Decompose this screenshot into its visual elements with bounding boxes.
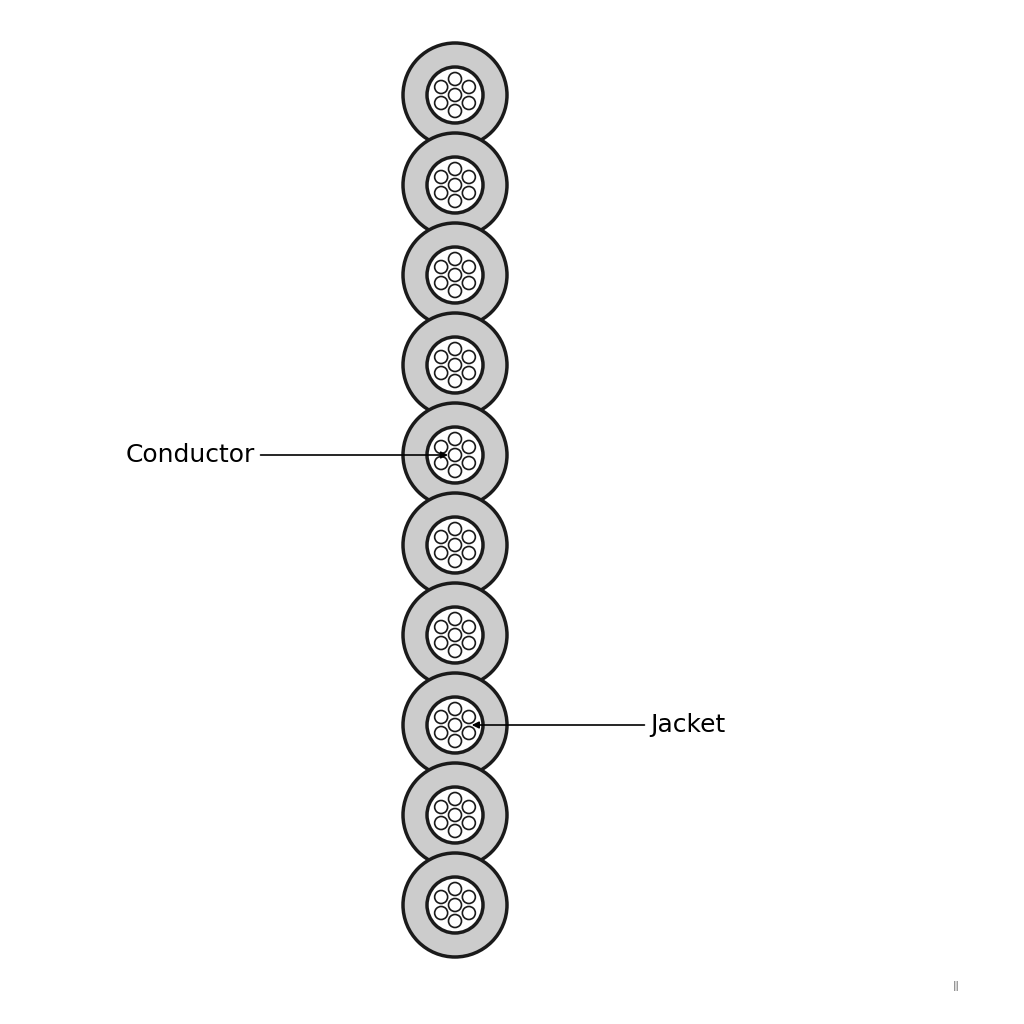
Circle shape — [449, 375, 462, 387]
Circle shape — [449, 449, 462, 462]
Circle shape — [434, 440, 447, 454]
Circle shape — [463, 801, 475, 813]
Circle shape — [434, 801, 447, 813]
Circle shape — [463, 637, 475, 649]
Circle shape — [449, 358, 462, 372]
Circle shape — [449, 432, 462, 445]
Circle shape — [434, 621, 447, 634]
Circle shape — [427, 877, 483, 933]
Text: Jacket: Jacket — [474, 713, 725, 737]
Circle shape — [434, 891, 447, 903]
Text: Conductor: Conductor — [126, 443, 446, 467]
Circle shape — [449, 734, 462, 748]
Circle shape — [434, 367, 447, 380]
Circle shape — [434, 350, 447, 364]
Circle shape — [427, 427, 483, 483]
Circle shape — [449, 629, 462, 641]
Circle shape — [449, 268, 462, 282]
Circle shape — [449, 793, 462, 806]
Circle shape — [449, 253, 462, 265]
Circle shape — [434, 171, 447, 183]
Circle shape — [427, 517, 483, 573]
Circle shape — [449, 73, 462, 85]
Circle shape — [463, 81, 475, 93]
Circle shape — [434, 96, 447, 110]
Circle shape — [449, 719, 462, 731]
Circle shape — [463, 276, 475, 290]
Circle shape — [434, 726, 447, 739]
Circle shape — [434, 260, 447, 273]
Circle shape — [449, 163, 462, 175]
Circle shape — [463, 726, 475, 739]
Circle shape — [449, 104, 462, 118]
Circle shape — [449, 644, 462, 657]
Circle shape — [434, 276, 447, 290]
Circle shape — [403, 133, 507, 237]
Circle shape — [434, 816, 447, 829]
Circle shape — [463, 621, 475, 634]
Circle shape — [463, 457, 475, 469]
Circle shape — [463, 440, 475, 454]
Circle shape — [434, 457, 447, 469]
Circle shape — [434, 711, 447, 724]
Circle shape — [427, 67, 483, 123]
Circle shape — [463, 367, 475, 380]
Circle shape — [463, 906, 475, 920]
Circle shape — [449, 898, 462, 911]
Circle shape — [449, 465, 462, 477]
Circle shape — [449, 555, 462, 567]
Circle shape — [427, 247, 483, 303]
Circle shape — [449, 195, 462, 208]
Circle shape — [463, 891, 475, 903]
Circle shape — [403, 43, 507, 147]
Circle shape — [463, 260, 475, 273]
Circle shape — [427, 787, 483, 843]
Circle shape — [463, 96, 475, 110]
Circle shape — [434, 186, 447, 200]
Circle shape — [449, 809, 462, 821]
Circle shape — [403, 673, 507, 777]
Circle shape — [449, 178, 462, 191]
Circle shape — [427, 697, 483, 753]
Circle shape — [463, 530, 475, 544]
Text: ll: ll — [953, 981, 961, 994]
Circle shape — [463, 816, 475, 829]
Circle shape — [434, 81, 447, 93]
Circle shape — [449, 342, 462, 355]
Circle shape — [449, 824, 462, 838]
Circle shape — [427, 607, 483, 663]
Circle shape — [449, 285, 462, 298]
Circle shape — [427, 157, 483, 213]
Circle shape — [449, 702, 462, 716]
Circle shape — [403, 493, 507, 597]
Circle shape — [403, 583, 507, 687]
Circle shape — [434, 906, 447, 920]
Circle shape — [463, 171, 475, 183]
Circle shape — [449, 914, 462, 928]
Circle shape — [449, 883, 462, 896]
Circle shape — [449, 539, 462, 552]
Circle shape — [434, 547, 447, 559]
Circle shape — [463, 711, 475, 724]
Circle shape — [427, 337, 483, 393]
Circle shape — [434, 530, 447, 544]
Circle shape — [449, 88, 462, 101]
Circle shape — [463, 350, 475, 364]
Circle shape — [403, 763, 507, 867]
Circle shape — [403, 313, 507, 417]
Circle shape — [449, 612, 462, 626]
Circle shape — [449, 522, 462, 536]
Circle shape — [403, 223, 507, 327]
Circle shape — [403, 403, 507, 507]
Circle shape — [434, 637, 447, 649]
Circle shape — [463, 547, 475, 559]
Circle shape — [463, 186, 475, 200]
Circle shape — [403, 853, 507, 957]
